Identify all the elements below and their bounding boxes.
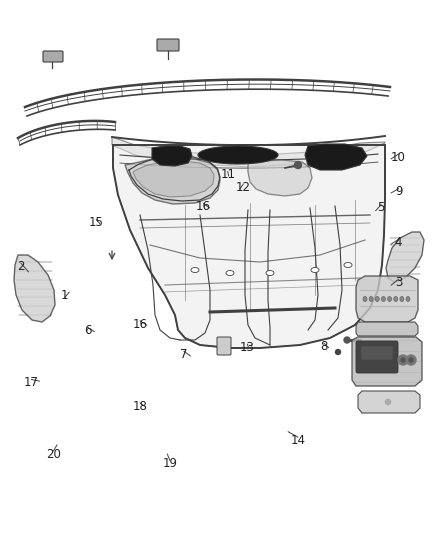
Ellipse shape <box>375 296 379 302</box>
Circle shape <box>344 337 350 343</box>
Text: 3: 3 <box>395 276 402 289</box>
Ellipse shape <box>198 146 278 164</box>
Circle shape <box>336 350 340 354</box>
Ellipse shape <box>311 268 319 272</box>
Polygon shape <box>112 137 385 167</box>
Circle shape <box>398 355 408 365</box>
Text: 4: 4 <box>395 236 403 249</box>
Text: 5: 5 <box>378 201 385 214</box>
Ellipse shape <box>344 262 352 268</box>
Polygon shape <box>14 255 55 322</box>
Circle shape <box>409 358 413 362</box>
FancyBboxPatch shape <box>217 337 231 355</box>
Ellipse shape <box>191 268 199 272</box>
FancyBboxPatch shape <box>361 346 393 360</box>
Circle shape <box>406 355 416 365</box>
Ellipse shape <box>394 296 398 302</box>
Ellipse shape <box>369 296 373 302</box>
Text: 8: 8 <box>321 340 328 353</box>
Text: 12: 12 <box>236 181 251 194</box>
Ellipse shape <box>363 296 367 302</box>
Text: 11: 11 <box>220 168 235 181</box>
FancyBboxPatch shape <box>157 39 179 51</box>
Circle shape <box>385 399 391 405</box>
Ellipse shape <box>406 296 410 302</box>
Ellipse shape <box>266 271 274 276</box>
Polygon shape <box>113 145 385 348</box>
Text: 13: 13 <box>240 341 255 354</box>
Text: 16: 16 <box>196 200 211 213</box>
Polygon shape <box>358 391 420 413</box>
Polygon shape <box>386 232 424 282</box>
Polygon shape <box>305 144 367 170</box>
Text: 9: 9 <box>395 185 403 198</box>
Text: 10: 10 <box>391 151 406 164</box>
Polygon shape <box>133 161 214 197</box>
Circle shape <box>401 358 405 362</box>
Ellipse shape <box>400 296 404 302</box>
Text: 18: 18 <box>133 400 148 413</box>
Text: 6: 6 <box>84 324 92 337</box>
Polygon shape <box>248 160 312 196</box>
Polygon shape <box>356 276 418 322</box>
Circle shape <box>294 161 301 168</box>
Text: 1: 1 <box>61 289 69 302</box>
Polygon shape <box>125 158 220 204</box>
FancyBboxPatch shape <box>356 341 398 373</box>
Polygon shape <box>352 337 422 386</box>
Ellipse shape <box>226 271 234 276</box>
Text: 17: 17 <box>24 376 39 389</box>
Text: 19: 19 <box>162 457 177 470</box>
Polygon shape <box>356 322 418 336</box>
Ellipse shape <box>388 296 392 302</box>
Text: 16: 16 <box>133 318 148 330</box>
FancyBboxPatch shape <box>43 51 63 62</box>
Text: 2: 2 <box>17 260 25 273</box>
Polygon shape <box>152 146 192 166</box>
Ellipse shape <box>381 296 385 302</box>
Text: 15: 15 <box>89 216 104 229</box>
Text: 20: 20 <box>46 448 61 461</box>
Text: 7: 7 <box>180 348 188 361</box>
Text: 14: 14 <box>290 434 305 447</box>
